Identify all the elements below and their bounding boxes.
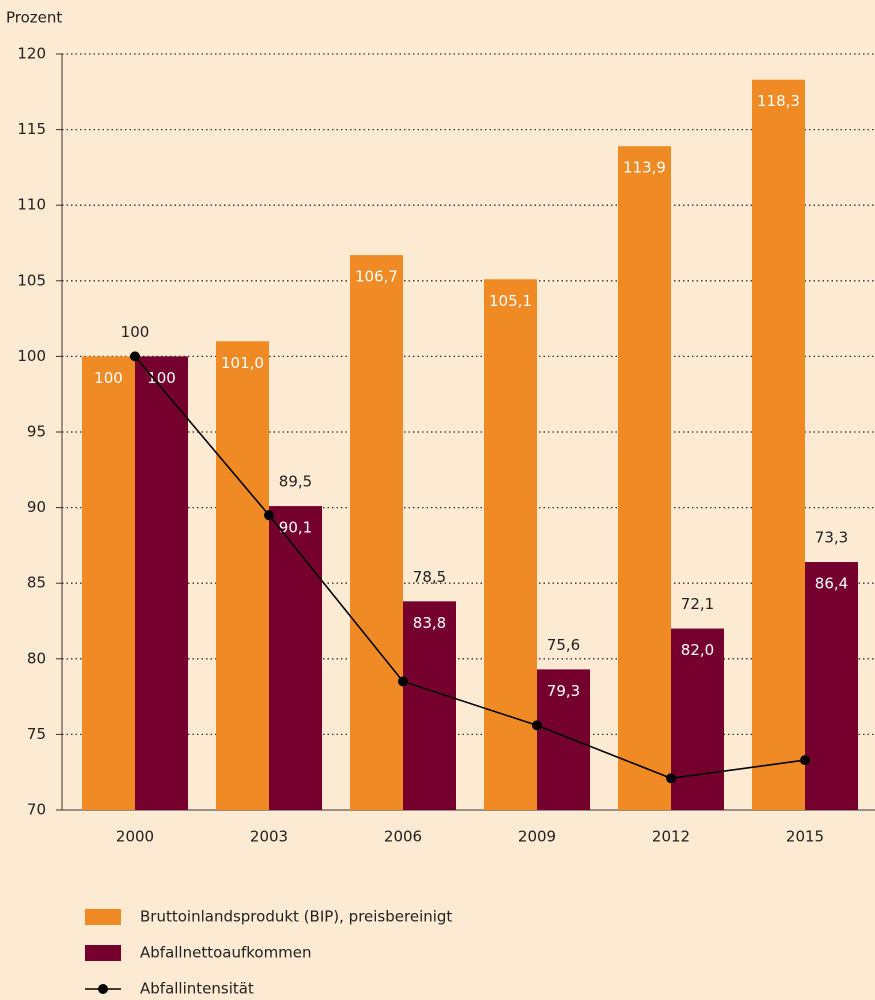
x-tick-label: 2000 <box>116 828 154 846</box>
line-point <box>130 351 140 361</box>
line-point <box>398 676 408 686</box>
line-value-label: 75,6 <box>547 636 580 654</box>
y-axis-label: Prozent <box>6 9 62 27</box>
bar-value-label: 101,0 <box>221 354 264 372</box>
line-value-label: 100 <box>121 323 150 341</box>
bar <box>618 146 671 810</box>
bar <box>752 80 805 810</box>
line-value-label: 73,3 <box>815 529 848 547</box>
line-value-label: 72,1 <box>681 595 714 613</box>
bar-value-label: 100 <box>147 369 176 387</box>
line-value-label: 89,5 <box>279 473 312 491</box>
bar-value-label: 82,0 <box>681 641 714 659</box>
y-tick-label: 90 <box>27 498 46 516</box>
legend-swatch <box>85 909 121 925</box>
legend-label: Bruttoinlandsprodukt (BIP), preisbereini… <box>140 908 452 926</box>
bar <box>216 341 269 810</box>
bar <box>350 255 403 810</box>
line-point <box>800 755 810 765</box>
y-tick-label: 85 <box>27 574 46 592</box>
bar-value-label: 113,9 <box>623 159 666 177</box>
line-point <box>666 773 676 783</box>
y-tick-label: 115 <box>17 120 46 138</box>
x-tick-label: 2012 <box>652 828 690 846</box>
line-point <box>532 720 542 730</box>
y-tick-label: 110 <box>17 196 46 214</box>
y-tick-label: 70 <box>27 801 46 819</box>
bar <box>135 356 188 810</box>
x-tick-label: 2009 <box>518 828 556 846</box>
bar-value-label: 86,4 <box>815 575 848 593</box>
x-tick-label: 2003 <box>250 828 288 846</box>
y-tick-label: 95 <box>27 423 46 441</box>
legend-swatch <box>85 945 121 961</box>
y-tick-label: 105 <box>17 271 46 289</box>
bar-value-label: 83,8 <box>413 614 446 632</box>
y-tick-label: 120 <box>17 45 46 63</box>
bar <box>484 279 537 810</box>
y-tick-label: 80 <box>27 649 46 667</box>
y-tick-label: 100 <box>17 347 46 365</box>
bar <box>805 562 858 810</box>
bar-value-label: 118,3 <box>757 92 800 110</box>
bar <box>403 601 456 810</box>
bar-value-label: 100 <box>94 369 123 387</box>
bar-value-label: 105,1 <box>489 292 532 310</box>
page: Prozent 70 75 80 85 90 95 100 105 110 115 120 2000 2… <box>0 0 875 1000</box>
x-tick-label: 2015 <box>786 828 824 846</box>
line-value-label: 78,5 <box>413 568 446 586</box>
bar <box>82 356 135 810</box>
legend-label: Abfallnettoaufkommen <box>140 944 312 962</box>
bar-value-label: 106,7 <box>355 268 398 286</box>
chart: Prozent 70 75 80 85 90 95 100 105 110 115 120 2000 2… <box>0 0 875 1000</box>
x-tick-label: 2006 <box>384 828 422 846</box>
bar-value-label: 79,3 <box>547 682 580 700</box>
y-tick-label: 75 <box>27 725 46 743</box>
line-point <box>264 510 274 520</box>
legend-label: Abfallintensität <box>140 980 254 998</box>
bar <box>269 506 322 810</box>
legend-marker <box>98 984 108 994</box>
